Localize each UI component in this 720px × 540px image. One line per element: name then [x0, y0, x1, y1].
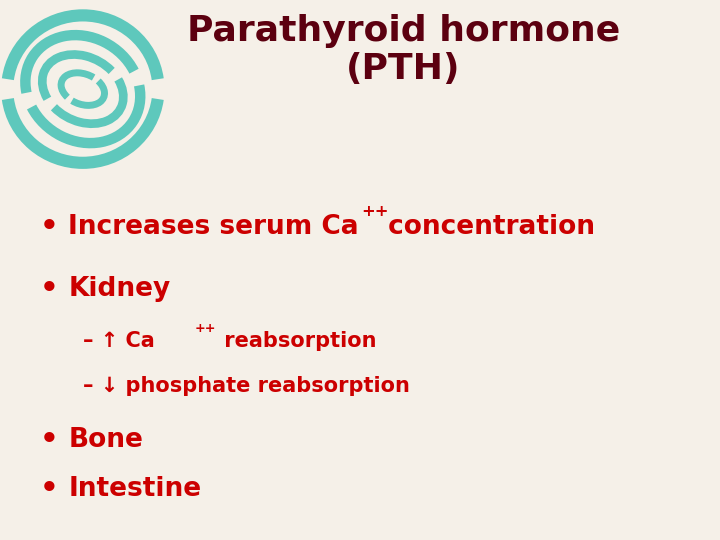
Text: •: • — [40, 275, 58, 303]
Text: Kidney: Kidney — [68, 276, 171, 302]
Text: reabsorption: reabsorption — [217, 331, 377, 352]
Text: concentration: concentration — [379, 214, 595, 240]
Text: ++: ++ — [194, 322, 216, 335]
Text: •: • — [40, 213, 58, 241]
Text: Intestine: Intestine — [68, 476, 202, 502]
Text: Increases serum Ca: Increases serum Ca — [68, 214, 359, 240]
Text: ++: ++ — [361, 204, 389, 219]
Text: •: • — [40, 475, 58, 503]
Text: Bone: Bone — [68, 427, 143, 453]
Text: – ↑ Ca: – ↑ Ca — [83, 331, 155, 352]
Text: Parathyroid hormone
(PTH): Parathyroid hormone (PTH) — [186, 14, 620, 85]
Text: – ↓ phosphate reabsorption: – ↓ phosphate reabsorption — [83, 376, 410, 396]
Text: •: • — [40, 426, 58, 454]
